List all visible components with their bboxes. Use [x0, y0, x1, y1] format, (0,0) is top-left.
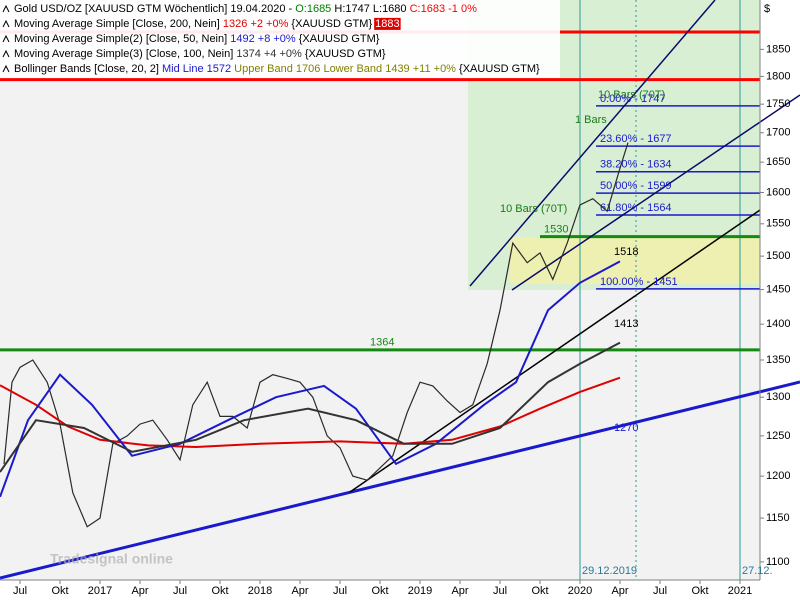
x-tick-label: Okt: [51, 585, 68, 597]
x-tick-label: Jul: [173, 585, 187, 597]
legend-text: Moving Average Simple(2) [Close, 50, Nei…: [14, 33, 230, 45]
legend-text: 1492 +8 +0%: [230, 33, 296, 45]
legend-text: {XAUUSD GTM}: [302, 48, 386, 60]
x-tick-label: Okt: [211, 585, 228, 597]
legend-text: 1326 +2 +0%: [223, 18, 289, 30]
level-label: 0.00% - 1747: [600, 93, 665, 105]
x-tick-label: Apr: [451, 585, 468, 597]
annotation: 10 Bars (70T): [598, 89, 665, 101]
legend-icon: [2, 4, 10, 13]
legend-highlight: [374, 17, 401, 30]
series-line: [0, 341, 621, 473]
legend-text: {XAUUSD GTM}: [288, 18, 375, 30]
x-tick-label: 2021: [728, 585, 752, 597]
legend-entry: Moving Average Simple(3) [Close, 100, Ne…: [14, 48, 386, 60]
legend-entry: Bollinger Bands [Close, 20, 2] Mid Line …: [14, 63, 540, 75]
legend-text: {XAUUSD GTM}: [296, 33, 380, 45]
y-tick-label: 1550: [766, 218, 790, 230]
level-label: 61.80% - 1564: [600, 202, 672, 214]
legend-entry: Moving Average Simple [Close, 200, Nein]…: [14, 18, 400, 30]
y-tick-label: 1100: [766, 556, 790, 568]
trendline: [469, 0, 716, 287]
x-tick-label: Jul: [13, 585, 27, 597]
level-label: 100.00% - 1451: [600, 276, 678, 288]
annotation: 1 Bars: [575, 114, 607, 126]
date-label: 29.12.2019: [582, 565, 637, 577]
legend-text: 1883: [375, 18, 399, 30]
legend-text: O:1685: [295, 3, 331, 15]
legend-text: Mid Line 1572: [162, 63, 231, 75]
x-tick-label: 2019: [408, 585, 432, 597]
legend-text: H:1747 L:1680: [331, 3, 409, 15]
legend-bg: [0, 0, 560, 78]
y-tick-label: 1500: [766, 250, 790, 262]
trendline: [349, 209, 761, 493]
currency-label: $: [764, 3, 770, 15]
y-tick-label: 1750: [766, 98, 790, 110]
legend-text: Lower Band 1439: [320, 63, 409, 75]
legend-text: Upper Band 1706: [231, 63, 320, 75]
legend-entry: Gold USD/OZ [XAUUSD GTM Wöchentlich] 19.…: [14, 3, 477, 15]
legend-text: 1374 +4 +0%: [236, 48, 302, 60]
y-tick-label: 1250: [766, 430, 790, 442]
level-label: 38.20% - 1634: [600, 159, 672, 171]
y-tick-label: 1600: [766, 186, 790, 198]
annotation: 10 Bars (70T): [500, 203, 567, 215]
legend-icon: [2, 34, 10, 43]
x-tick-label: 2020: [568, 585, 592, 597]
legend-text: Bollinger Bands [Close, 20, 2]: [14, 63, 162, 75]
level-label: 1364: [370, 337, 394, 349]
level-label: 50.00% - 1599: [600, 180, 672, 192]
x-tick-label: 2017: [88, 585, 112, 597]
legend-text: C:1683 -1 0%: [410, 3, 477, 15]
series-line: [0, 376, 621, 449]
legend-text: +11 +0%: [410, 63, 456, 75]
series-line: [3, 142, 629, 528]
level-label: 23.60% - 1677: [600, 133, 672, 145]
x-tick-label: 2018: [248, 585, 272, 597]
trendline: [0, 380, 800, 580]
legend-text: {XAUUSD GTM}: [456, 63, 540, 75]
legend: Gold USD/OZ [XAUUSD GTM Wöchentlich] 19.…: [0, 0, 560, 78]
y-tick-label: 1400: [766, 318, 790, 330]
y-tick-label: 1150: [766, 512, 790, 524]
legend-text: Moving Average Simple [Close, 200, Nein]: [14, 18, 223, 30]
y-tick-label: 1850: [766, 43, 790, 55]
x-tick-label: Okt: [531, 585, 548, 597]
annotation: 1413: [614, 318, 638, 330]
y-tick-label: 1800: [766, 70, 790, 82]
x-tick-label: Okt: [691, 585, 708, 597]
annotation: 1270: [614, 422, 638, 434]
y-tick-label: 1650: [766, 156, 790, 168]
legend-text: Gold USD/OZ [XAUUSD GTM Wöchentlich] 19.…: [14, 3, 295, 15]
legend-icon: [2, 19, 10, 28]
date-label: 27.12.: [742, 565, 773, 577]
legend-icon: [2, 64, 10, 73]
y-tick-label: 1700: [766, 127, 790, 139]
trendline: [511, 94, 800, 291]
y-tick-label: 1200: [766, 470, 790, 482]
y-tick-label: 1350: [766, 354, 790, 366]
legend-text: Moving Average Simple(3) [Close, 100, Ne…: [14, 48, 236, 60]
x-tick-label: Okt: [371, 585, 388, 597]
legend-entry: Moving Average Simple(2) [Close, 50, Nei…: [14, 33, 380, 45]
x-tick-label: Jul: [653, 585, 667, 597]
x-tick-label: Jul: [493, 585, 507, 597]
x-tick-label: Jul: [333, 585, 347, 597]
level-label: 1530: [544, 224, 568, 236]
y-tick-label: 1300: [766, 391, 790, 403]
annotation: 1518: [614, 246, 638, 258]
x-tick-label: Apr: [611, 585, 628, 597]
x-tick-label: Apr: [131, 585, 148, 597]
watermark: Tradesignal online: [50, 551, 173, 567]
legend-icon: [2, 49, 10, 58]
series-line: [0, 260, 621, 498]
x-tick-label: Apr: [291, 585, 308, 597]
y-tick-label: 1450: [766, 283, 790, 295]
